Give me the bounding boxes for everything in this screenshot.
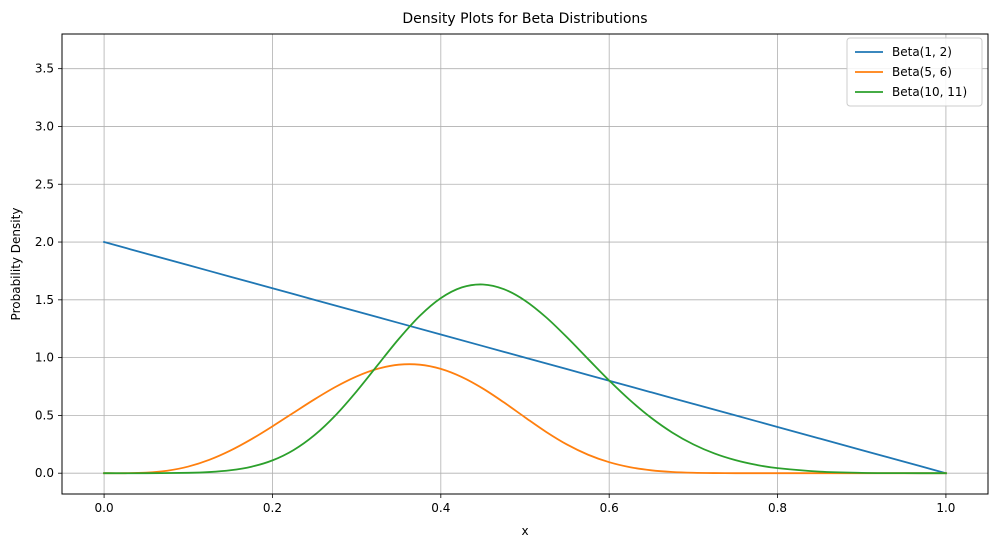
series-lines	[102, 240, 948, 475]
x-tick-label: 0.8	[768, 501, 787, 515]
legend-label: Beta(1, 2)	[892, 45, 952, 59]
legend-label: Beta(5, 6)	[892, 65, 952, 79]
legend: Beta(1, 2) Beta(5, 6) Beta(10, 11)	[846, 37, 983, 107]
series-line-0	[102, 240, 948, 475]
y-tick-label: 0.5	[35, 408, 54, 422]
y-tick-label: 1.0	[35, 351, 54, 365]
y-tick-label: 2.0	[35, 235, 54, 249]
x-tick-label: 0.2	[263, 501, 282, 515]
y-axis-ticks: 0.0 0.5 1.0 1.5 2.0 2.5 3.0 3.5	[35, 62, 62, 480]
x-tick-label: 0.0	[95, 501, 114, 515]
y-tick-label: 3.0	[35, 119, 54, 133]
plot-frame	[61, 33, 989, 495]
x-tick-label: 0.4	[431, 501, 450, 515]
x-axis-title: x	[521, 524, 528, 538]
y-tick-label: 2.5	[35, 177, 54, 191]
x-tick-label: 0.6	[600, 501, 619, 515]
y-tick-label: 0.0	[35, 466, 54, 480]
chart-title: Density Plots for Beta Distributions	[402, 11, 647, 27]
x-tick-label: 1.0	[936, 501, 955, 515]
legend-label: Beta(10, 11)	[892, 85, 967, 99]
y-tick-label: 1.5	[35, 293, 54, 307]
series-line-1	[103, 363, 947, 475]
x-axis-ticks: 0.0 0.2 0.4 0.6 0.8 1.0	[95, 494, 955, 515]
y-axis-title: Probability Density	[9, 208, 23, 321]
legend-box	[846, 37, 983, 107]
y-tick-label: 3.5	[35, 62, 54, 76]
series-line-2	[103, 283, 947, 475]
grid	[62, 34, 988, 494]
